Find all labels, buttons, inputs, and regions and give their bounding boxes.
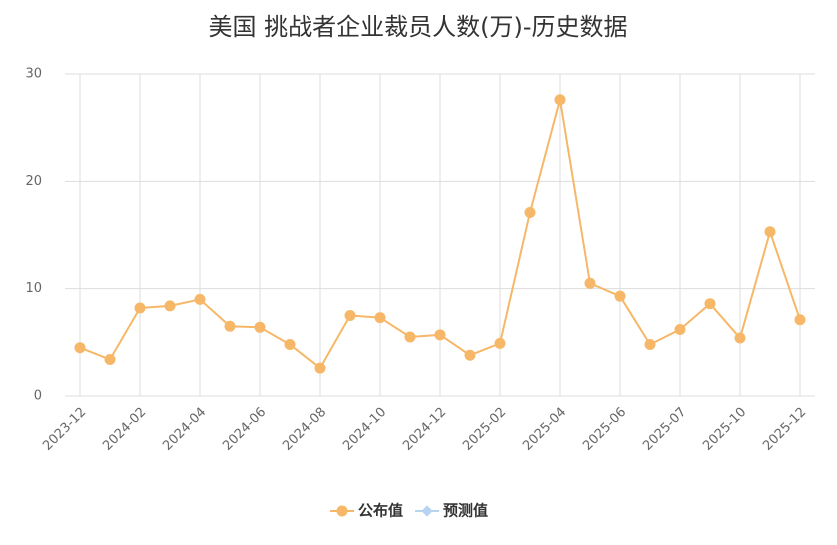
data-point [194, 293, 206, 305]
legend-marker [336, 505, 348, 517]
data-point [554, 94, 566, 106]
data-point [764, 226, 776, 238]
data-point [794, 314, 806, 326]
data-point [314, 362, 326, 374]
data-point [254, 321, 266, 333]
data-point [134, 302, 146, 314]
data-point [464, 349, 476, 361]
data-point [734, 332, 746, 344]
x-tick-label: 2023-12 [40, 405, 89, 454]
x-tick-label: 2025-10 [700, 405, 749, 454]
legend-item: 公布值 [330, 502, 403, 520]
legend-item: 预测值 [415, 502, 488, 520]
x-tick-label: 2024-02 [100, 405, 149, 454]
legend-marker [421, 505, 433, 517]
x-tick-label: 2024-10 [340, 405, 389, 454]
x-tick-label: 2025-12 [760, 405, 809, 454]
y-tick-label: 30 [25, 67, 42, 82]
data-point [434, 329, 446, 341]
data-point [74, 342, 86, 354]
data-point [374, 312, 386, 324]
data-point [284, 338, 296, 350]
data-point [404, 331, 416, 343]
x-tick-label: 2025-02 [460, 405, 509, 454]
data-point [644, 338, 656, 350]
data-point [584, 277, 596, 289]
data-point [524, 206, 536, 218]
data-point [104, 354, 116, 366]
data-point [614, 290, 626, 302]
x-tick-label: 2025-06 [580, 405, 629, 454]
x-tick-label: 2025-07 [640, 405, 689, 454]
data-point [674, 323, 686, 335]
data-point [164, 300, 176, 312]
chart-title: 美国 挑战者企业裁员人数(万)-历史数据 [208, 13, 627, 41]
x-tick-label: 2025-04 [520, 405, 569, 454]
y-tick-label: 10 [25, 281, 42, 296]
data-point [704, 298, 716, 310]
data-point [224, 320, 236, 332]
x-tick-label: 2024-04 [160, 405, 209, 454]
legend-label: 预测值 [443, 502, 488, 520]
x-tick-label: 2024-06 [220, 405, 269, 454]
y-tick-label: 0 [34, 389, 42, 404]
data-point [494, 337, 506, 349]
x-tick-label: 2024-12 [400, 405, 449, 454]
data-point [344, 310, 356, 321]
legend-label: 公布值 [358, 502, 403, 520]
y-tick-label: 20 [25, 174, 42, 189]
x-tick-label: 2024-08 [280, 405, 329, 454]
